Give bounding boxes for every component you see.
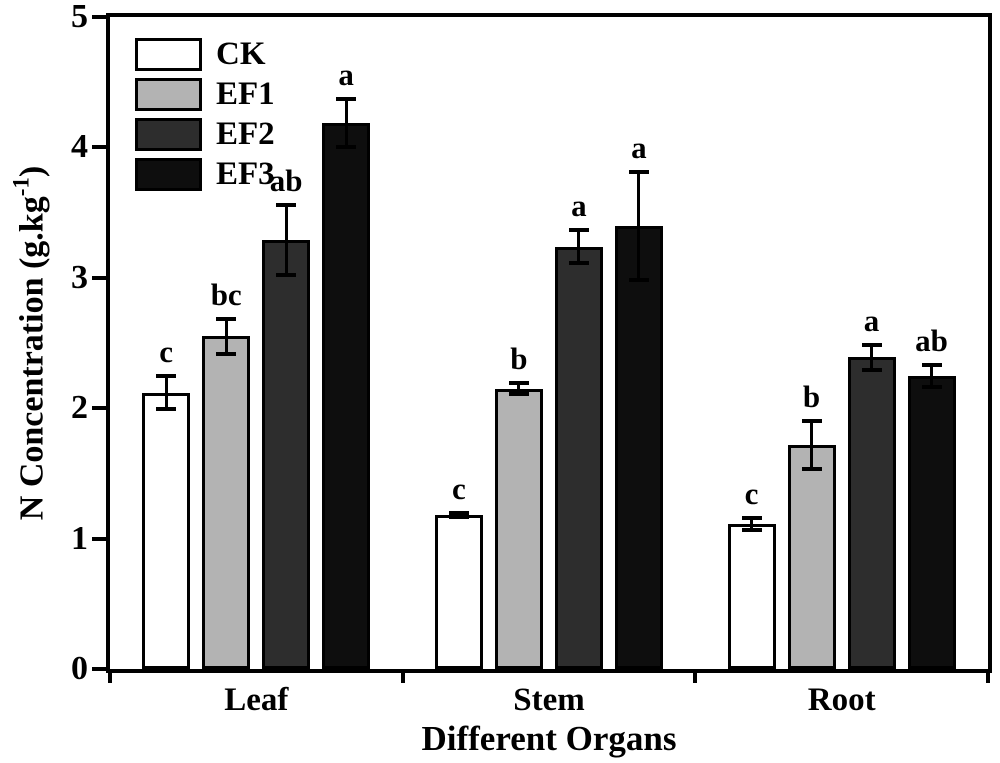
sig-letter-stem-ef3: a bbox=[631, 129, 647, 165]
sig-letter-stem-ef1: b bbox=[510, 340, 528, 376]
legend-label-ef2: EF2 bbox=[216, 116, 275, 152]
legend-label-ef3: EF3 bbox=[216, 156, 275, 192]
bar-root-ck bbox=[727, 524, 776, 669]
error-bar-stem-ck bbox=[448, 511, 469, 520]
y-tick-label: 2 bbox=[71, 389, 88, 427]
x-axis-label: Different Organs bbox=[421, 719, 677, 758]
error-bar-stem-ef3 bbox=[628, 169, 649, 282]
y-axis-label-close: ) bbox=[13, 165, 51, 178]
legend-item-ck: CK bbox=[135, 38, 275, 71]
x-tick bbox=[986, 669, 990, 683]
error-cap-bottom bbox=[568, 260, 589, 265]
error-bar-root-ck bbox=[741, 516, 762, 533]
error-cap-bottom bbox=[276, 272, 297, 277]
y-tick-label: 1 bbox=[71, 519, 88, 557]
error-cap-bottom bbox=[741, 528, 762, 533]
error-line bbox=[870, 343, 874, 372]
error-cap-bottom bbox=[628, 277, 649, 282]
error-bar-leaf-ef3 bbox=[336, 96, 357, 149]
bar-stem-ef2 bbox=[554, 246, 603, 669]
y-tick bbox=[92, 275, 106, 280]
bar-leaf-ck bbox=[142, 392, 191, 669]
sig-letter-root-ef3: ab bbox=[915, 322, 948, 358]
legend-swatch-ef2 bbox=[135, 118, 202, 151]
error-cap-bottom bbox=[921, 384, 942, 389]
sig-letter-root-ck: c bbox=[744, 476, 759, 512]
x-tick bbox=[400, 669, 405, 683]
error-bar-root-ef3 bbox=[921, 362, 942, 389]
legend: CK EF1 EF2 EF3 bbox=[135, 38, 275, 191]
error-cap-bottom bbox=[508, 392, 529, 397]
legend-swatch-ck bbox=[135, 38, 202, 71]
bar-stem-ef1 bbox=[494, 388, 543, 669]
y-tick bbox=[92, 667, 106, 671]
error-bar-root-ef2 bbox=[861, 343, 882, 372]
y-tick-label: 3 bbox=[71, 258, 88, 296]
error-bar-stem-ef1 bbox=[508, 380, 529, 397]
y-axis-label-superscript: -1 bbox=[8, 177, 34, 197]
bar-stem-ef3 bbox=[614, 225, 663, 669]
bar-root-ef1 bbox=[787, 444, 836, 669]
error-bar-stem-ef2 bbox=[568, 228, 589, 265]
error-line bbox=[810, 418, 814, 471]
error-line bbox=[517, 380, 521, 397]
y-tick-label: 4 bbox=[71, 128, 88, 166]
x-tick bbox=[693, 669, 698, 683]
legend-label-ck: CK bbox=[216, 36, 266, 72]
error-line bbox=[930, 362, 933, 389]
error-line bbox=[637, 169, 641, 282]
sig-letter-leaf-ef1: bc bbox=[210, 276, 242, 312]
bar-stem-ck bbox=[434, 515, 483, 669]
legend-item-ef2: EF2 bbox=[135, 118, 275, 151]
error-line bbox=[750, 516, 754, 533]
y-tick bbox=[92, 145, 106, 150]
bar-leaf-ef1 bbox=[202, 336, 251, 669]
x-category-label-leaf: Leaf bbox=[224, 682, 289, 718]
bar-root-ef3 bbox=[907, 375, 956, 669]
error-cap-bottom bbox=[801, 466, 822, 471]
error-bar-leaf-ef1 bbox=[216, 316, 237, 357]
error-cap-bottom bbox=[156, 406, 177, 411]
x-category-label-stem: Stem bbox=[513, 682, 585, 718]
plot-area: CK EF1 EF2 EF3 c bc ab a c b a a c b a ab bbox=[106, 13, 992, 673]
sig-letter-leaf-ck: c bbox=[159, 334, 174, 370]
y-axis-label-text: N Concentration (g.kg bbox=[13, 196, 51, 521]
error-cap-bottom bbox=[216, 352, 237, 357]
sig-letter-leaf-ef2: ab bbox=[269, 163, 303, 199]
error-line bbox=[224, 316, 228, 357]
legend-item-ef1: EF1 bbox=[135, 78, 275, 111]
y-tick bbox=[92, 15, 106, 19]
error-cap-bottom bbox=[336, 144, 357, 149]
sig-letter-root-ef1: b bbox=[802, 378, 821, 414]
sig-letter-stem-ck: c bbox=[451, 471, 466, 507]
error-line bbox=[284, 203, 288, 277]
error-bar-leaf-ef2 bbox=[276, 203, 297, 277]
sig-letter-leaf-ef3: a bbox=[338, 56, 354, 92]
error-bar-root-ef1 bbox=[801, 418, 822, 471]
bar-root-ef2 bbox=[847, 357, 896, 669]
sig-letter-stem-ef2: a bbox=[571, 188, 587, 224]
bar-leaf-ef2 bbox=[262, 239, 311, 669]
y-tick bbox=[92, 406, 106, 411]
error-cap-bottom bbox=[448, 515, 469, 520]
sig-letter-root-ef2: a bbox=[863, 303, 880, 338]
y-axis-label: N Concentration (g.kg-1) bbox=[9, 166, 52, 520]
y-tick-label: 5 bbox=[71, 0, 88, 35]
error-line bbox=[164, 374, 168, 411]
legend-item-ef3: EF3 bbox=[135, 158, 275, 191]
error-line bbox=[344, 96, 348, 149]
error-line bbox=[577, 228, 581, 265]
y-tick bbox=[92, 536, 106, 541]
legend-swatch-ef3 bbox=[135, 158, 202, 191]
x-category-label-root: Root bbox=[807, 682, 876, 718]
error-bar-leaf-ck bbox=[156, 374, 177, 411]
legend-swatch-ef1 bbox=[135, 78, 202, 111]
y-tick-label: 0 bbox=[71, 650, 88, 687]
bar-leaf-ef3 bbox=[322, 122, 371, 669]
error-cap-bottom bbox=[861, 367, 882, 372]
x-tick bbox=[108, 669, 112, 683]
legend-label-ef1: EF1 bbox=[216, 76, 275, 112]
